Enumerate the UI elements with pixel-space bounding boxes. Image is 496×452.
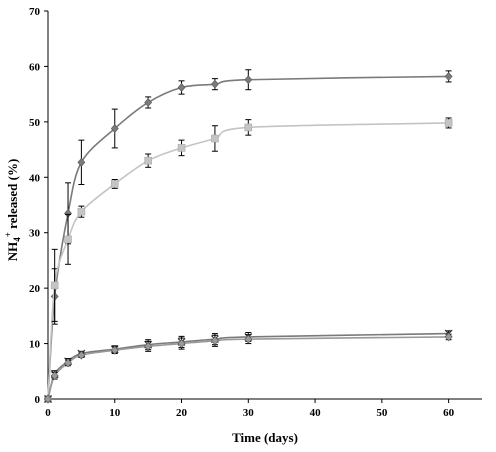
series-1 — [44, 69, 453, 404]
data-point — [244, 123, 253, 132]
data-point — [110, 124, 119, 133]
data-point — [110, 180, 119, 188]
x-tick-label: 50 — [376, 407, 388, 419]
y-tick-label: 30 — [29, 228, 41, 240]
x-tick-label: 40 — [310, 407, 322, 419]
data-point — [144, 98, 153, 107]
data-point — [64, 235, 72, 244]
series-layer — [44, 69, 453, 404]
data-point — [177, 339, 186, 349]
data-point — [110, 345, 119, 355]
data-point — [50, 371, 59, 381]
x-tick-label: 0 — [45, 407, 51, 419]
x-tick-label: 20 — [176, 407, 188, 419]
y-tick-label: 40 — [29, 172, 41, 184]
y-tick-label: 60 — [29, 61, 41, 73]
y-axis-title-suffix: released (%) — [5, 159, 20, 232]
data-point — [144, 341, 153, 351]
series-line — [47, 336, 449, 400]
data-point — [177, 83, 186, 92]
x-axis-title: Time (days) — [232, 430, 298, 445]
y-tick-label: 20 — [29, 283, 41, 295]
data-point — [77, 157, 86, 167]
series-4 — [44, 332, 453, 404]
data-point — [211, 79, 219, 89]
data-point — [44, 394, 52, 404]
data-point — [244, 334, 253, 344]
x-tick-label: 30 — [243, 407, 255, 419]
y-axis-title-superscript: + — [3, 232, 13, 237]
y-axis-title-subscript: 4 — [12, 237, 22, 242]
data-point — [211, 336, 219, 346]
data-point — [244, 75, 253, 85]
series-2 — [44, 117, 453, 403]
data-point — [64, 358, 72, 368]
data-point — [77, 350, 86, 360]
axes: 0 10 20 30 40 50 60 70 0 10 20 30 40 50 60 — [29, 6, 482, 419]
data-point — [50, 281, 59, 290]
y-tick-label: 10 — [29, 339, 41, 351]
series-line — [47, 122, 449, 400]
data-point — [177, 144, 186, 152]
x-tick-label: 10 — [109, 407, 121, 419]
data-point — [77, 207, 86, 216]
data-point — [444, 119, 453, 127]
y-tick-label: 0 — [35, 394, 41, 406]
y-tick-label: 50 — [29, 117, 41, 129]
data-point — [144, 156, 152, 165]
y-tick-label: 70 — [29, 6, 41, 18]
y-axis-title: NH4+ released (%) — [3, 159, 22, 262]
data-point — [444, 71, 453, 81]
x-tick-label: 60 — [443, 407, 455, 419]
y-axis-title-prefix: NH — [5, 242, 20, 262]
data-point — [444, 332, 453, 342]
data-point — [211, 134, 219, 143]
